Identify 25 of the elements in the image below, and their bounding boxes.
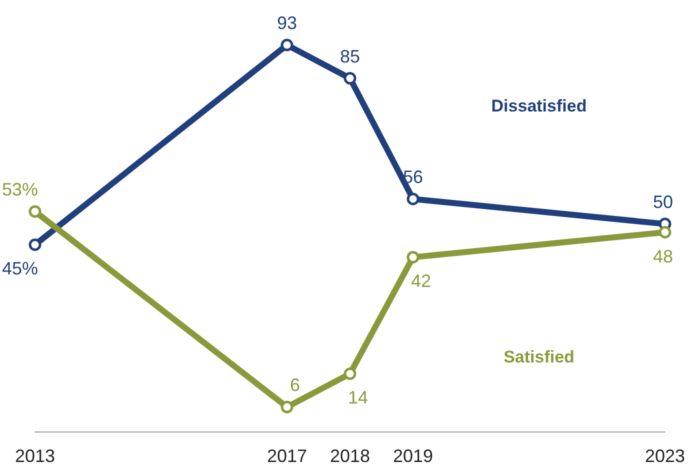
data-label: 45% <box>2 258 38 279</box>
point <box>406 192 420 206</box>
point <box>28 238 42 251</box>
point <box>28 205 42 218</box>
text: Satisfied <box>504 348 574 367</box>
text: Dissatisfied <box>491 96 587 116</box>
data-label: 85 <box>340 46 360 66</box>
data-label: 14 <box>348 388 368 408</box>
point <box>658 226 672 239</box>
x-tick-label: 2023 <box>644 446 686 466</box>
point <box>344 72 356 85</box>
data-label: 42 <box>410 271 432 292</box>
point <box>280 400 294 414</box>
data-label: 6 <box>290 375 300 396</box>
x-tick-label: 2017 <box>266 446 308 466</box>
data-label: 48 <box>652 246 673 266</box>
x-tick-label: 2019 <box>392 446 434 466</box>
data-label: 50 <box>652 192 673 212</box>
point <box>280 38 294 52</box>
point <box>406 250 420 264</box>
x-tick-label: 2013 <box>14 446 56 466</box>
data-label: 53% <box>2 179 38 200</box>
data-label: 93 <box>276 13 298 33</box>
point <box>344 367 356 380</box>
x-tick-label: 2018 <box>330 446 370 466</box>
